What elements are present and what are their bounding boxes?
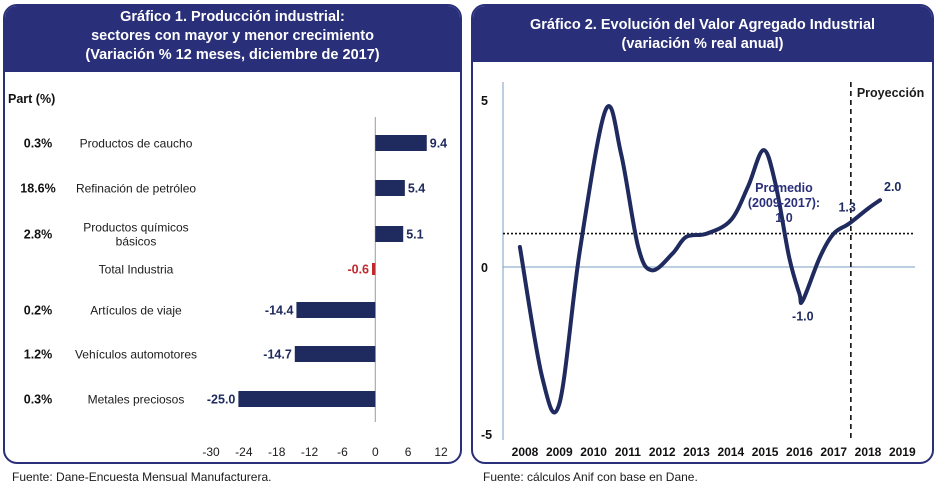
bar [238,391,376,407]
x-tick-label: 2010 [580,445,607,459]
share-value: 1.2% [24,348,53,362]
x-tick-label: 2008 [512,445,539,459]
bar [375,180,405,196]
x-tick-label: 2012 [649,445,676,459]
x-tick-label: 2016 [786,445,813,459]
bar [294,346,376,362]
x-tick-label: -12 [301,445,319,459]
chart-panel-1: Gráfico 1. Producción industrial: sector… [3,4,462,464]
average-label: Promedio [755,181,813,195]
chart-1-title-line-2: sectores con mayor y menor crecimiento [91,28,374,44]
x-tick-label: 6 [405,445,412,459]
x-tick-label: 12 [434,445,448,459]
bar [375,135,427,151]
x-tick-label: -6 [337,445,348,459]
bar [375,226,404,242]
bar-value-label: 9.4 [430,137,447,151]
y-tick-label: 0 [481,261,488,275]
data-label: 1.3 [838,201,855,215]
bar-value-label: -25.0 [207,393,236,407]
average-label: (2009-2017): [748,196,820,210]
average-label: 1.0 [775,211,792,225]
bar-value-label: -0.6 [347,263,369,277]
category-label: Productos de caucho [80,137,193,151]
category-label: Artículos de viaje [90,304,182,318]
projection-label: Proyección [857,86,924,100]
bar [372,263,376,275]
bar [296,302,376,318]
x-tick-label: 2011 [615,445,641,459]
chart-1-header: Gráfico 1. Producción industrial: sector… [5,6,460,72]
y-tick-label: -5 [481,428,492,442]
x-tick-label: 2015 [752,445,779,459]
chart-2-header: Gráfico 2. Evolución del Valor Agregado … [473,6,932,62]
category-label: Metales preciosos [88,393,185,407]
x-tick-label: 2009 [546,445,573,459]
x-tick-label: -18 [268,445,286,459]
bar-value-label: 5.4 [408,182,425,196]
x-tick-label: 2013 [683,445,710,459]
category-label: Vehículos automotores [75,348,197,362]
x-tick-label: 2014 [717,445,744,459]
x-tick-label: 0 [372,445,379,459]
source-note-2: Fuente: cálculos Anif con base en Dane. [483,470,698,484]
chart-2-title-line-2: (variación % real anual) [621,36,784,52]
x-tick-label: 2017 [820,445,847,459]
share-value: 18.6% [20,182,55,196]
x-tick-label: 2018 [855,445,882,459]
chart-1-title-line-1: Gráfico 1. Producción industrial: [120,9,345,25]
share-value: 0.3% [24,137,53,151]
x-tick-label: -24 [235,445,253,459]
chart-2-plot: 5 0 -5 Proyección 2008 2009 2010 2011 2012 2013 20… [481,82,924,459]
chart-1-plot: Part (%) 9.4 Productos de caucho 0.3% 5.4 Re… [8,92,448,459]
bar-value-label: -14.7 [263,348,292,362]
bar-value-label: 5.1 [406,228,423,242]
bar-value-label: -14.4 [265,304,294,318]
category-label: Refinación de petróleo [76,182,196,196]
chart-panel-2: Gráfico 2. Evolución del Valor Agregado … [471,4,934,464]
series-line [517,104,882,415]
share-value: 0.3% [24,393,53,407]
data-label: 2.0 [884,180,901,194]
share-value: 2.8% [24,228,53,242]
x-tick-label: 2019 [889,445,916,459]
source-note-1: Fuente: Dane-Encuesta Mensual Manufactur… [12,470,272,484]
category-label: Productos químicos [83,221,188,235]
chart-2-title-line-1: Gráfico 2. Evolución del Valor Agregado … [529,17,876,33]
chart-1-title-line-3: (Variación % 12 meses, diciembre de 2017… [85,47,380,63]
share-value: 0.2% [24,304,53,318]
category-label: Total Industria [99,263,174,277]
data-label: -1.0 [792,309,814,323]
x-tick-label: -30 [202,445,220,459]
share-header: Part (%) [8,92,55,106]
category-label: básicos [116,235,157,249]
y-tick-label: 5 [481,94,488,108]
